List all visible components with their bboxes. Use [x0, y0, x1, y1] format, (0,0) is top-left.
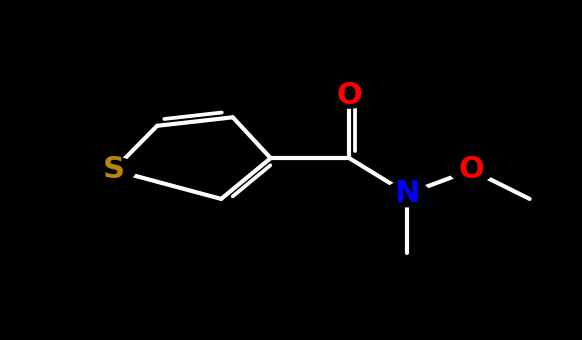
Text: O: O: [336, 81, 362, 110]
Circle shape: [91, 157, 136, 183]
Text: N: N: [395, 179, 420, 208]
Text: S: S: [102, 155, 125, 185]
Circle shape: [385, 181, 430, 207]
Circle shape: [327, 82, 371, 108]
Text: O: O: [459, 155, 484, 185]
Circle shape: [449, 157, 494, 183]
